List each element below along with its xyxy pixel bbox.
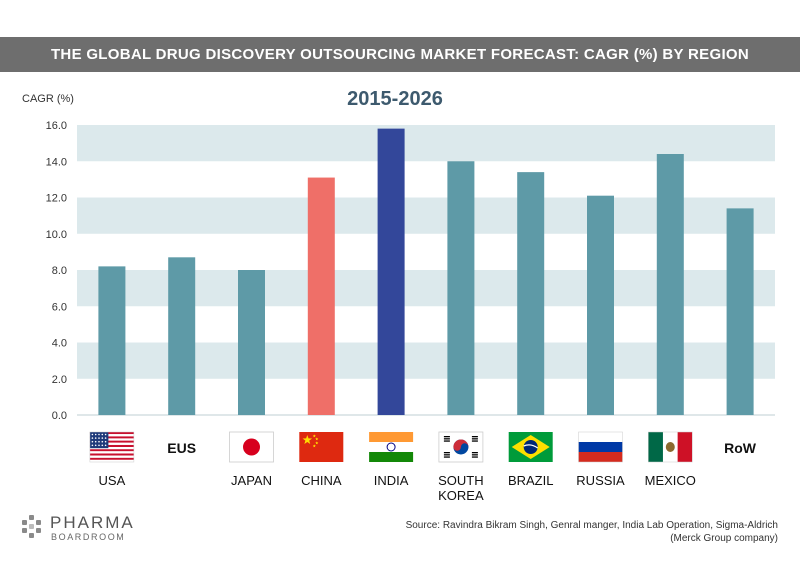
x-tick-label: JAPAN xyxy=(231,473,272,488)
source-line-1: Source: Ravindra Bikram Singh, Genral ma… xyxy=(405,520,778,531)
bar-usa xyxy=(98,266,126,415)
logo-word-boardroom: BOARDROOM xyxy=(51,532,126,542)
source-note: Source: Ravindra Bikram Singh, Genral ma… xyxy=(218,519,778,545)
chart-subtitle: 2015-2026 xyxy=(347,88,443,110)
china-flag-icon xyxy=(299,432,344,462)
south-korea-flag-icon xyxy=(438,431,484,463)
bar-eus xyxy=(168,257,196,415)
y-tick-label: 14.0 xyxy=(46,156,67,168)
bar-mexico xyxy=(656,154,684,415)
logo-word-pharma: PHARMA xyxy=(50,513,135,532)
y-tick-label: 8.0 xyxy=(52,265,67,277)
y-tick-label: 6.0 xyxy=(52,301,67,313)
india-flag-icon xyxy=(369,432,414,462)
usa-flag-icon xyxy=(89,431,135,463)
x-tick-label: USA xyxy=(99,473,126,488)
y-axis-label: CAGR (%) xyxy=(22,93,74,105)
brazil-flag-icon xyxy=(508,432,553,462)
y-tick-label: 2.0 xyxy=(52,374,67,386)
russia-flag-icon xyxy=(578,431,623,463)
logo-dots-icon xyxy=(20,515,44,539)
x-tick-label: RUSSIA xyxy=(576,473,625,488)
x-tick-label: BRAZIL xyxy=(508,473,554,488)
y-tick-label: 0.0 xyxy=(52,410,67,422)
bar-row xyxy=(726,208,754,415)
bar-japan xyxy=(238,270,265,415)
bar-south-korea xyxy=(447,161,475,415)
y-tick-label: 4.0 xyxy=(52,338,67,350)
bar-china xyxy=(307,177,335,415)
x-tick-label: EUS xyxy=(167,440,196,456)
x-tick-label: SOUTH xyxy=(438,473,484,488)
bar-brazil xyxy=(517,172,545,415)
y-tick-label: 16.0 xyxy=(46,120,67,132)
bar-russia xyxy=(587,195,614,415)
x-tick-label: MEXICO xyxy=(645,473,696,488)
x-tick-label: INDIA xyxy=(374,473,409,488)
pharma-boardroom-logo: PHARMA BOARDROOM xyxy=(20,513,170,545)
y-tick-label: 12.0 xyxy=(46,193,67,205)
x-tick-label: KOREA xyxy=(438,488,484,503)
chart-title: THE GLOBAL DRUG DISCOVERY OUTSOURCING MA… xyxy=(0,37,800,72)
japan-flag-icon xyxy=(229,431,274,463)
source-line-2: (Merck Group company) xyxy=(670,533,778,544)
y-tick-label: 10.0 xyxy=(46,229,67,241)
x-tick-label: RoW xyxy=(724,440,757,456)
bar-india xyxy=(377,128,405,415)
mexico-flag-icon xyxy=(648,431,693,463)
x-tick-label: CHINA xyxy=(301,473,342,488)
